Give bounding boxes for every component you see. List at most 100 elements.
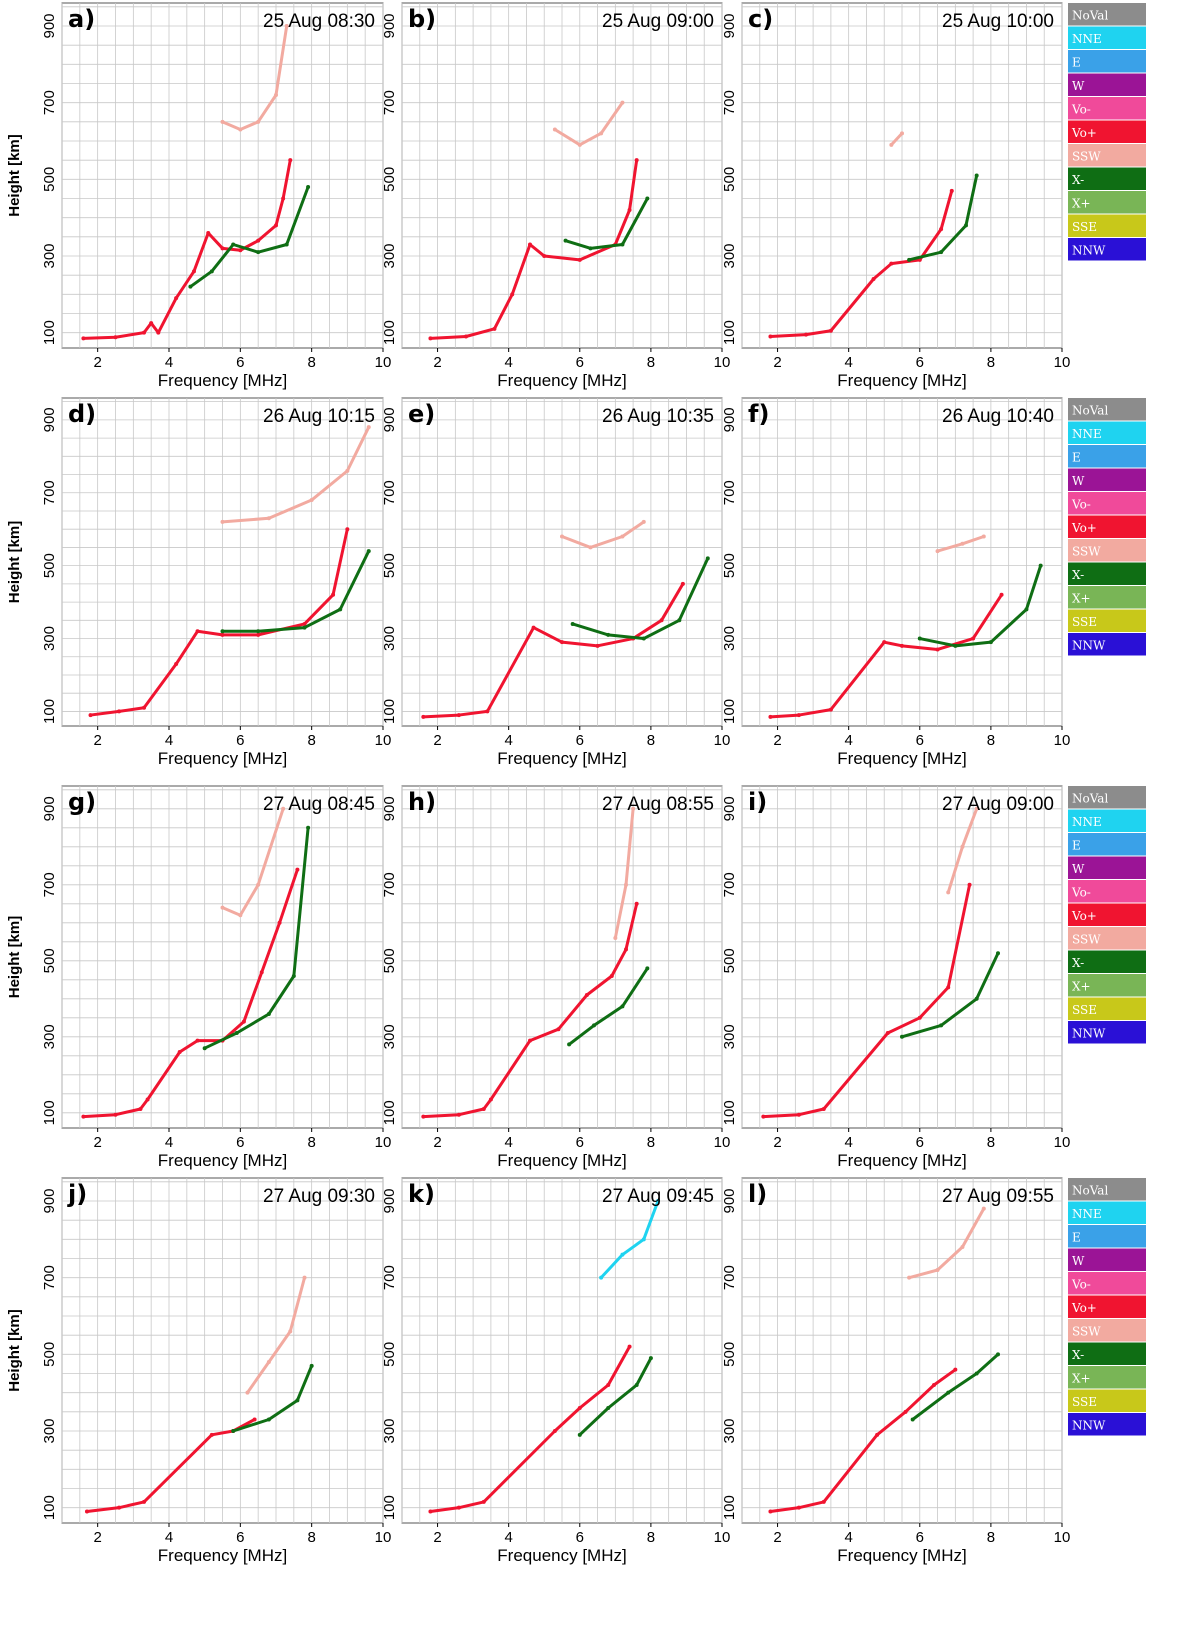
- trace-x-line: [564, 197, 649, 250]
- x-tick-label: 6: [576, 1134, 584, 1151]
- trace-point: [577, 1406, 582, 1410]
- panel-timestamp: 25 Aug 08:30: [263, 11, 375, 32]
- y-tick-label: 500: [41, 167, 58, 192]
- legend: NoVal NNE EW Vo- Vo+ SSW X- X+ SSE NNW: [1068, 1178, 1146, 1436]
- trace-point: [641, 519, 646, 524]
- legend-swatch: [1068, 97, 1146, 120]
- trace-x-line: [188, 185, 310, 289]
- trace-point: [531, 625, 536, 630]
- legend-label: X+: [1072, 592, 1091, 606]
- trace-point: [309, 1363, 314, 1368]
- trace-point: [996, 951, 1000, 956]
- trace-point: [624, 882, 628, 887]
- trace-point: [220, 119, 225, 124]
- grid: [401, 786, 723, 1128]
- y-tick-label: 700: [41, 480, 58, 505]
- trace-point: [220, 632, 225, 637]
- legend-swatch: [1068, 421, 1146, 444]
- panel-letter: c): [748, 5, 773, 33]
- x-tick-label: 8: [647, 1529, 655, 1546]
- x-tick-label: 8: [307, 1529, 315, 1546]
- trace-point: [903, 1409, 908, 1414]
- panel-timestamp: 26 Aug 10:40: [942, 406, 1054, 427]
- y-tick-label: 100: [381, 699, 398, 724]
- x-tick-label: 6: [576, 1529, 584, 1546]
- legend-label: Vo-: [1071, 886, 1091, 900]
- trace-point: [900, 643, 904, 648]
- x-tick-label: 8: [987, 1529, 995, 1546]
- x-axis-title: Frequency [MHz]: [158, 371, 287, 390]
- panel-l: 2 4 6 8 10 100 300 500 700 900 Frequency [MHz] l) 27…: [721, 1177, 1070, 1565]
- y-tick-label: 300: [41, 243, 58, 268]
- panel-b: 2 4 6 8 10 100 300 500 700 900 Frequency [MHz] b) 25…: [381, 2, 731, 390]
- trace-point: [761, 1114, 766, 1119]
- legend-swatch: [1068, 586, 1146, 609]
- legend-label: Vo+: [1071, 909, 1097, 923]
- legend-swatch: [1068, 539, 1146, 562]
- x-tick-label: 6: [236, 732, 244, 749]
- legend-label: NoVal: [1072, 9, 1108, 23]
- trace-point: [935, 647, 940, 652]
- trace-point: [656, 1199, 660, 1203]
- x-tick-label: 2: [773, 1529, 781, 1546]
- trace-point: [620, 1252, 625, 1257]
- trace-point: [156, 330, 161, 335]
- trace-point: [295, 867, 300, 872]
- trace-point: [492, 326, 497, 331]
- x-tick-label: 4: [504, 354, 512, 371]
- x-tick-label: 2: [773, 1134, 781, 1151]
- trace-point: [485, 709, 490, 714]
- trace-point: [245, 1390, 250, 1395]
- trace-point: [796, 713, 801, 718]
- y-axis-title: Height [km]: [6, 521, 23, 604]
- panel-letter: b): [408, 5, 436, 33]
- trace-point: [768, 334, 773, 339]
- trace-point: [481, 1107, 486, 1111]
- trace-point: [366, 549, 371, 554]
- y-tick-label: 900: [721, 796, 738, 821]
- x-tick-label: 6: [916, 1529, 924, 1546]
- x-tick-label: 10: [714, 354, 731, 371]
- y-tick-label: 100: [41, 320, 58, 345]
- trace-vo-line: [768, 593, 1004, 719]
- trace-point: [560, 640, 564, 645]
- y-axis-title: Height [km]: [6, 134, 23, 217]
- y-tick-label: 900: [721, 407, 738, 432]
- trace-point: [288, 158, 293, 163]
- trace-point: [606, 1383, 611, 1387]
- trace-point: [345, 468, 350, 473]
- y-tick-label: 100: [41, 1100, 58, 1125]
- x-axis-title: Frequency [MHz]: [497, 1151, 626, 1170]
- trace-point: [252, 1417, 257, 1422]
- legend-label: SSW: [1072, 933, 1101, 947]
- legend-swatch: [1068, 1319, 1146, 1342]
- panel-timestamp: 27 Aug 09:55: [942, 1186, 1054, 1207]
- legend-label: SSW: [1072, 545, 1101, 559]
- trace-x-line: [578, 1356, 653, 1437]
- x-tick-label: 4: [165, 1134, 173, 1151]
- trace-point: [907, 1275, 912, 1280]
- legend-swatch: [1068, 786, 1146, 809]
- legend-swatch: [1068, 238, 1146, 261]
- y-tick-label: 700: [721, 872, 738, 897]
- legend-label: NoVal: [1072, 1184, 1108, 1198]
- x-axis-title: Frequency [MHz]: [497, 371, 626, 390]
- legend-swatch: [1068, 633, 1146, 656]
- trace-point: [946, 1390, 951, 1395]
- trace-point: [828, 328, 833, 333]
- trace-point: [624, 947, 628, 952]
- trace-point: [277, 920, 282, 925]
- x-tick-label: 10: [375, 354, 392, 371]
- trace-point: [939, 227, 944, 232]
- trace-point: [631, 806, 636, 811]
- trace-point: [456, 713, 461, 718]
- legend-label: E: [1072, 839, 1081, 853]
- panel-timestamp: 25 Aug 09:00: [602, 11, 714, 32]
- legend-label: Vo+: [1071, 521, 1097, 535]
- x-tick-label: 2: [93, 732, 101, 749]
- panel-letter: h): [408, 788, 436, 816]
- trace-point: [804, 332, 808, 337]
- trace-point: [366, 425, 371, 430]
- trace-point: [464, 334, 468, 339]
- x-tick-label: 4: [165, 354, 173, 371]
